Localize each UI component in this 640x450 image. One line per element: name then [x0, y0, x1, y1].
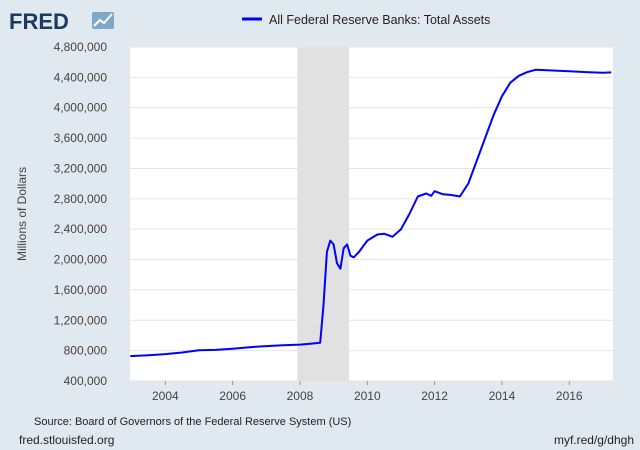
- y-axis-title: Millions of Dollars: [15, 167, 29, 261]
- y-tick-label: 1,200,000: [54, 313, 108, 327]
- series-line: [130, 68, 612, 358]
- fred-logo[interactable]: FRED: [9, 9, 114, 34]
- recession-shading: [297, 47, 350, 381]
- line-chart-icon: [92, 12, 114, 29]
- x-axis-ticks: 2004 2006 2008 2010 2012 2014 2016: [152, 381, 583, 403]
- gridlines: [130, 46, 613, 382]
- y-tick-label: 1,600,000: [54, 283, 108, 297]
- y-tick-label: 2,000,000: [54, 253, 108, 267]
- short-link[interactable]: myf.red/g/dhgh: [554, 433, 634, 447]
- x-tick-label: 2016: [556, 389, 583, 403]
- x-tick-label: 2004: [152, 389, 179, 403]
- y-tick-label: 4,800,000: [54, 40, 108, 54]
- series-layer: [130, 68, 612, 358]
- y-tick-label: 4,400,000: [54, 70, 108, 84]
- y-tick-label: 400,000: [64, 374, 108, 388]
- plot-area: [130, 47, 613, 381]
- x-tick-label: 2012: [421, 389, 448, 403]
- y-axis-ticks: 400,000 800,000 1,200,000 1,600,000 2,000,00…: [54, 40, 108, 388]
- x-tick-label: 2014: [489, 389, 516, 403]
- site-link[interactable]: fred.stlouisfed.org: [19, 433, 114, 447]
- x-tick-label: 2006: [219, 389, 246, 403]
- logo-text: FRED: [9, 9, 69, 34]
- y-tick-label: 4,000,000: [54, 101, 108, 115]
- y-tick-label: 2,800,000: [54, 192, 108, 206]
- legend-label: All Federal Reserve Banks: Total Assets: [269, 13, 490, 27]
- y-tick-label: 2,400,000: [54, 222, 108, 236]
- legend: All Federal Reserve Banks: Total Assets: [242, 13, 490, 27]
- y-tick-label: 3,200,000: [54, 161, 108, 175]
- x-tick-label: 2008: [287, 389, 314, 403]
- source-note: Source: Board of Governors of the Federa…: [34, 416, 351, 428]
- x-tick-label: 2010: [354, 389, 381, 403]
- y-tick-label: 800,000: [64, 344, 108, 358]
- recession-band: [297, 47, 350, 381]
- y-tick-label: 3,600,000: [54, 131, 108, 145]
